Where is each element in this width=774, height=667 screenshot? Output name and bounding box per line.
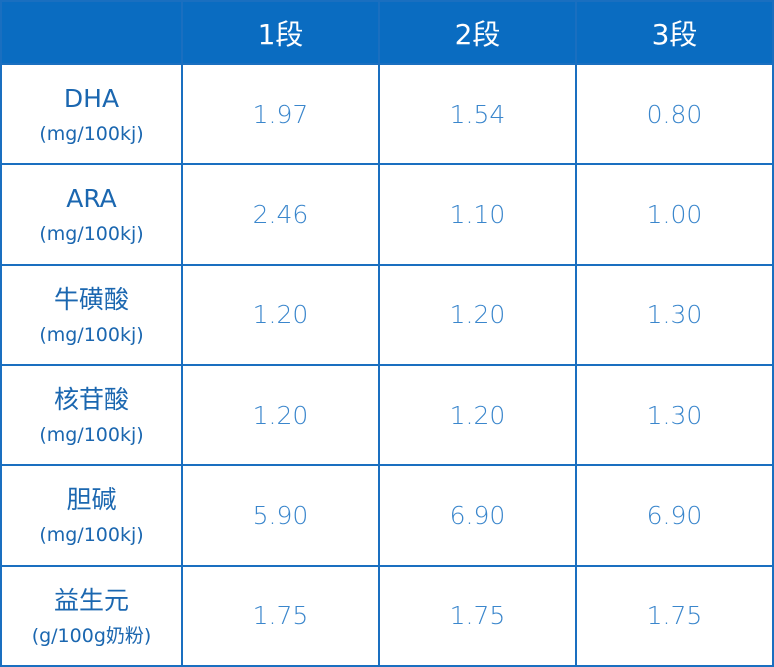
value: 1.75 xyxy=(449,601,506,631)
value-cell: 6.90 xyxy=(380,466,575,565)
value-cell: 5.90 xyxy=(183,466,378,565)
value: 1.00 xyxy=(646,199,703,229)
value: 6.90 xyxy=(646,500,703,530)
value-cell: 1.30 xyxy=(577,265,772,364)
value: 1.20 xyxy=(252,400,309,430)
value: 0.80 xyxy=(646,99,703,129)
nutrient-name: ARA xyxy=(66,184,117,214)
column-header: 1段 xyxy=(183,2,378,63)
nutrient-name: 益生元 xyxy=(53,585,129,615)
nutrient-unit: (mg/100kj) xyxy=(39,424,144,447)
value-cell: 1.10 xyxy=(380,165,575,264)
nutrient-name: 核苷酸 xyxy=(53,385,129,415)
nutrient-unit: (mg/100kj) xyxy=(39,223,144,246)
value-cell: 1.20 xyxy=(183,265,378,364)
value: 2.46 xyxy=(252,199,309,229)
value: 6.90 xyxy=(449,500,506,530)
value-cell: 1.30 xyxy=(577,366,772,465)
row-header: DHA (mg/100kj) xyxy=(2,65,181,164)
nutrient-unit: (mg/100kj) xyxy=(39,123,144,146)
column-header: 2段 xyxy=(380,2,575,63)
value: 1.75 xyxy=(252,601,309,631)
value-cell: 6.90 xyxy=(577,466,772,565)
value: 1.20 xyxy=(449,300,506,330)
value: 1.30 xyxy=(646,400,703,430)
nutrient-unit: (mg/100kj) xyxy=(39,323,144,346)
header-corner xyxy=(2,2,181,63)
value-cell: 1.75 xyxy=(183,566,378,665)
value-cell: 1.75 xyxy=(577,566,772,665)
value-cell: 1.97 xyxy=(183,65,378,164)
row-header: 益生元 (g/100g奶粉) xyxy=(2,566,181,665)
row-header: 核苷酸 (mg/100kj) xyxy=(2,366,181,465)
nutrient-name: 牛磺酸 xyxy=(53,284,129,314)
nutrient-unit: (mg/100kj) xyxy=(39,524,144,547)
row-header: 胆碱 (mg/100kj) xyxy=(2,466,181,565)
value-cell: 1.20 xyxy=(183,366,378,465)
nutrient-name: 胆碱 xyxy=(66,485,117,515)
value: 1.20 xyxy=(449,400,506,430)
column-header: 3段 xyxy=(577,2,772,63)
value-cell: 1.00 xyxy=(577,165,772,264)
value: 1.75 xyxy=(646,601,703,631)
value: 1.20 xyxy=(252,300,309,330)
value: 1.97 xyxy=(252,99,309,129)
value-cell: 0.80 xyxy=(577,65,772,164)
row-header: 牛磺酸 (mg/100kj) xyxy=(2,265,181,364)
value-cell: 2.46 xyxy=(183,165,378,264)
value: 5.90 xyxy=(252,500,309,530)
value: 1.30 xyxy=(646,300,703,330)
value-cell: 1.20 xyxy=(380,265,575,364)
value-cell: 1.54 xyxy=(380,65,575,164)
value: 1.54 xyxy=(449,99,506,129)
value-cell: 1.20 xyxy=(380,366,575,465)
nutrient-name: DHA xyxy=(63,84,120,114)
row-header: ARA (mg/100kj) xyxy=(2,165,181,264)
value: 1.10 xyxy=(449,199,506,229)
value-cell: 1.75 xyxy=(380,566,575,665)
nutrient-unit: (g/100g奶粉) xyxy=(31,624,152,647)
